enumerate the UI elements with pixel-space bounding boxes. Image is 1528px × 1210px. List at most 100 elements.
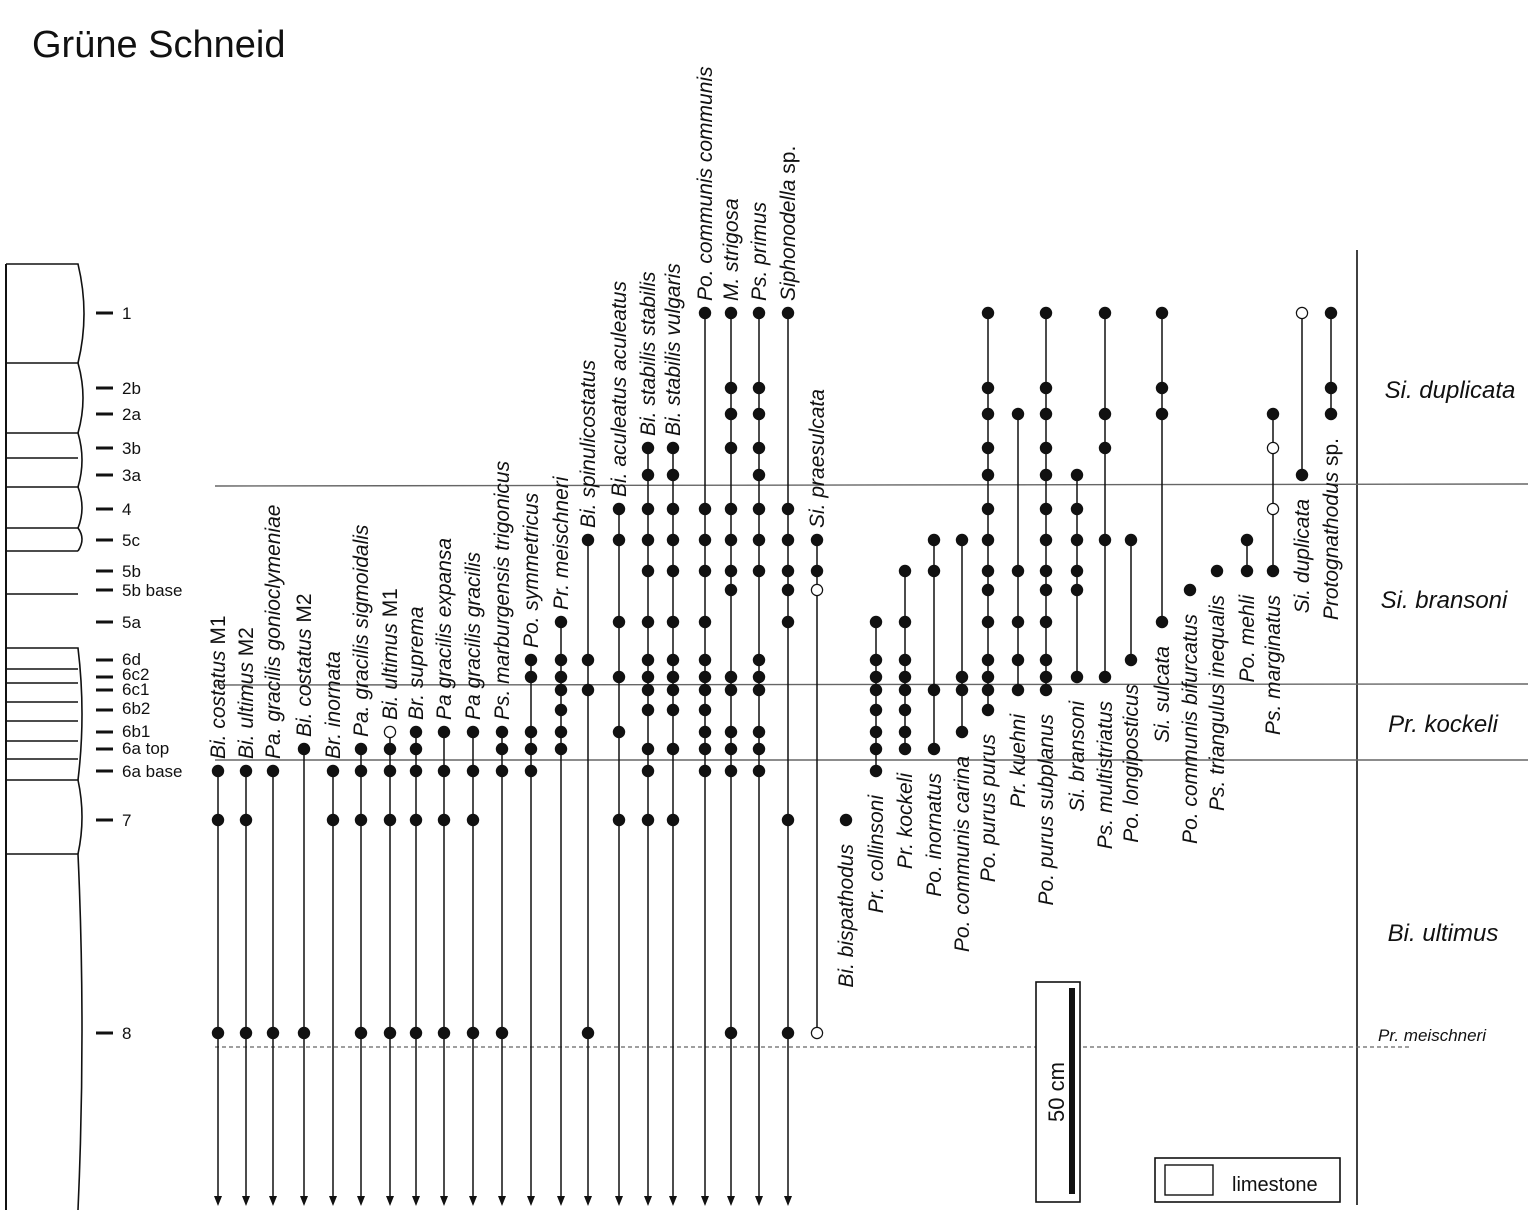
taxon-po-communis-bifurcatus: Po. communis bifurcatus [1179, 583, 1202, 844]
occurrence-6c2 [1039, 670, 1053, 684]
occurrence-3a [641, 468, 655, 482]
range-continues-arrow [386, 1196, 394, 1206]
range-continues-arrow [584, 1196, 592, 1206]
occurrence-6b1 [898, 725, 912, 739]
occurrence-6c2 [869, 670, 883, 684]
occurrence-6b1 [437, 725, 451, 739]
taxon-label: Bi. aculeatus aculeatus [608, 281, 631, 497]
occurrence-7 [239, 813, 253, 827]
occurrence-2a [1324, 407, 1338, 421]
taxon-label: Pa. gracilis sigmoidalis [350, 524, 373, 737]
taxon-si-sulcata: Si. sulcata [1151, 306, 1174, 743]
occurrence-6c1 [698, 683, 712, 697]
occurrence-1 [1324, 306, 1338, 320]
occurrence-6c2 [698, 670, 712, 684]
taxon-po-communis-communis: Po. communis communis [694, 66, 717, 1206]
level-label-5c: 5c [122, 531, 140, 550]
occurrence-8 [354, 1026, 368, 1040]
occurrence-5a [898, 615, 912, 629]
occurrence-6b1 [612, 725, 626, 739]
occurrence-4 [981, 502, 995, 516]
zone-label-pr-kockeli: Pr. kockeli [1388, 711, 1498, 738]
taxon-po-purus-purus: Po. purus purus [977, 306, 1000, 883]
occurrence-7 [326, 813, 340, 827]
occurrence-6c2 [955, 670, 969, 684]
occurrence-6a-base [752, 764, 766, 778]
occurrence-4 [641, 502, 655, 516]
occurrence-2b [724, 381, 738, 395]
occurrence-6d [898, 653, 912, 667]
occurrence-7 [211, 813, 225, 827]
taxon-label: Po. communis bifurcatus [1179, 614, 1202, 844]
taxon-label: Po. communis communis [694, 66, 717, 301]
page-title: Grüne Schneid [32, 24, 286, 66]
level-label-6a-base: 6a base [122, 762, 183, 781]
occurrence-5c [927, 533, 941, 547]
occurrence-5a [981, 615, 995, 629]
occurrence-6b2 [698, 703, 712, 717]
occurrence-6b1 [495, 725, 509, 739]
occurrence-5b [1210, 564, 1224, 578]
taxon-label: Pa gracilis gracilis [462, 551, 485, 720]
occurrence-5b [752, 564, 766, 578]
occurrence-6b1 [466, 725, 480, 739]
occurrence-8 [409, 1026, 423, 1040]
occurrence-6a-base [239, 764, 253, 778]
occurrence-6c1 [724, 683, 738, 697]
occurrence-5c [724, 533, 738, 547]
occurrence-5b [981, 564, 995, 578]
taxon-si-praesulcata: Si. praesulcata [806, 389, 829, 1040]
level-label-6d: 6d [122, 650, 141, 669]
occurrence-2a [1098, 407, 1112, 421]
questionable-occurrence-1 [1295, 306, 1309, 320]
bed-8 [6, 853, 83, 1210]
range-continues-arrow [440, 1196, 448, 1206]
occurrence-6b1 [698, 725, 712, 739]
occurrence-5c [581, 533, 595, 547]
questionable-occurrence-8 [810, 1026, 824, 1040]
occurrence-6a-base [869, 764, 883, 778]
occurrence-6b2 [869, 703, 883, 717]
occurrence-3a [1295, 468, 1309, 482]
occurrence-6a-base [354, 764, 368, 778]
bed-5c [6, 527, 83, 552]
taxon-bi-ultimus-m2: Bi. ultimus M2 [235, 627, 258, 1206]
occurrence-2a [1155, 407, 1169, 421]
occurrence-3b [724, 441, 738, 455]
occurrence-5a [1011, 615, 1025, 629]
occurrence-6d [641, 653, 655, 667]
occurrence-8 [437, 1026, 451, 1040]
boundary-bransoni-kockeli [214, 683, 1528, 686]
occurrence-6a-top [869, 742, 883, 756]
taxon-label: Ps. triangulus inequalis [1206, 595, 1229, 811]
legend-label: limestone [1232, 1174, 1318, 1196]
level-label-7: 7 [122, 811, 131, 830]
taxon-label: Po. symmetricus [520, 492, 543, 648]
range-continues-arrow [300, 1196, 308, 1206]
occurrence-6c1 [752, 683, 766, 697]
occurrence-6b1 [752, 725, 766, 739]
taxon-m-strigosa: M. strigosa [720, 198, 743, 1206]
occurrence-6d [1039, 653, 1053, 667]
occurrence-6c2 [666, 670, 680, 684]
level-label-6c1: 6c1 [122, 680, 149, 699]
occurrence-8 [495, 1026, 509, 1040]
occurrence-6a-base [409, 764, 423, 778]
level-label-6b1: 6b1 [122, 722, 150, 741]
occurrence-5c [955, 533, 969, 547]
scale-bar-line [1069, 988, 1075, 1194]
taxon-label: Po. purus purus [977, 734, 1000, 883]
occurrence-6c2 [612, 670, 626, 684]
occurrence-5b [1070, 564, 1084, 578]
occurrence-7 [666, 813, 680, 827]
taxon-label: Bi. stabilis vulgaris [662, 263, 685, 436]
occurrence-6a-base [698, 764, 712, 778]
occurrence-5a [698, 615, 712, 629]
taxon-label: Br. inornata [322, 651, 345, 759]
level-label-6c2: 6c2 [122, 665, 149, 684]
occurrence-3b [1039, 441, 1053, 455]
occurrence-6c1 [869, 683, 883, 697]
taxon-pr-kockeli: Pr. kockeli [894, 564, 917, 869]
taxon-label: Pa. gracilis gonioclymeniae [262, 505, 285, 759]
occurrence-2a [752, 407, 766, 421]
